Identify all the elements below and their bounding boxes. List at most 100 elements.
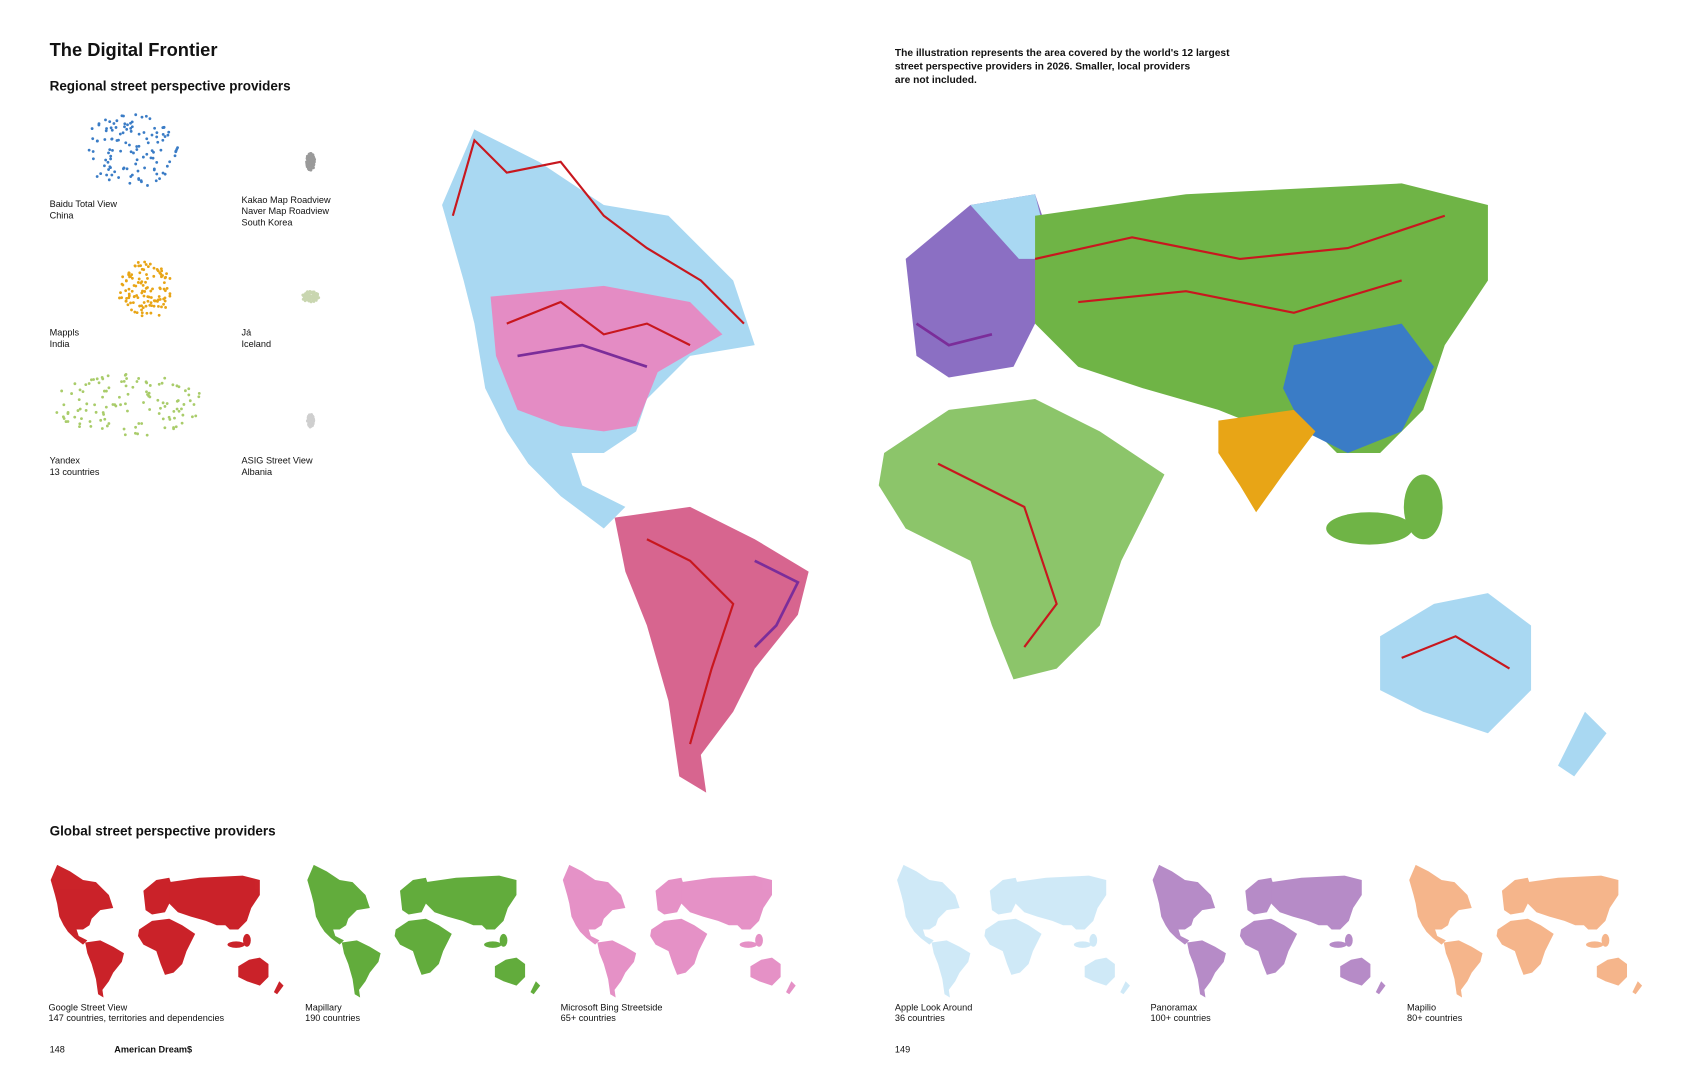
- coverage-dot: [155, 131, 159, 135]
- coverage-dot: [100, 376, 104, 379]
- coverage-dot: [146, 393, 149, 396]
- coverage-dot: [145, 137, 149, 141]
- coverage-dot: [154, 179, 158, 183]
- coverage-dot: [73, 415, 77, 419]
- coverage-dot: [139, 281, 143, 285]
- coverage-dot: [314, 297, 318, 300]
- regional-map: [118, 260, 172, 318]
- provider-coverage: 13 countries: [50, 467, 100, 477]
- coverage-dot: [130, 273, 134, 277]
- coverage-dot: [129, 175, 133, 178]
- coverage-dot: [163, 299, 167, 303]
- coverage-dot: [161, 132, 165, 136]
- coverage-dot: [132, 284, 136, 287]
- coverage-dot: [103, 164, 106, 168]
- coverage-dot: [129, 301, 132, 305]
- coverage-dot: [145, 433, 149, 437]
- coverage-dot: [136, 261, 140, 264]
- provider-name: Apple Look Around: [895, 1002, 972, 1012]
- coverage-dot: [140, 308, 143, 312]
- coverage-dot: [123, 125, 126, 129]
- coverage-dot: [128, 275, 131, 279]
- coverage-dot: [159, 267, 163, 271]
- coverage-dot: [167, 415, 171, 419]
- coverage-dot: [120, 296, 124, 300]
- coverage-dot: [305, 165, 309, 168]
- coverage-dot: [129, 129, 133, 133]
- coverage-dot: [309, 424, 312, 428]
- mini-map: [562, 864, 796, 998]
- provider-name: Já: [242, 327, 253, 337]
- coverage-dot: [146, 265, 150, 269]
- coverage-dot: [117, 138, 120, 142]
- coverage-dot: [168, 294, 172, 298]
- coverage-dot: [142, 131, 146, 134]
- coverage-dot: [187, 393, 191, 397]
- coverage-dot: [160, 269, 164, 273]
- coverage-dot: [136, 432, 139, 436]
- coverage-dot: [113, 170, 117, 174]
- coverage-dot: [145, 390, 148, 394]
- coverage-dot: [174, 150, 178, 154]
- coverage-dot: [91, 137, 95, 141]
- coverage-dot: [133, 310, 137, 314]
- coverage-dot: [148, 395, 152, 399]
- coverage-dot: [122, 427, 126, 431]
- coverage-dot: [107, 151, 110, 155]
- note: The illustration represents the area cov…: [895, 48, 1230, 86]
- coverage-dot: [146, 277, 149, 280]
- coverage-dot: [105, 127, 108, 130]
- coverage-dot: [163, 405, 167, 408]
- coverage-dot: [84, 409, 88, 412]
- coverage-dot: [158, 271, 162, 275]
- coverage-dot: [155, 268, 159, 271]
- coverage-dot: [94, 410, 98, 414]
- coverage-dot: [162, 302, 165, 306]
- provider-name: Kakao Map Roadview: [242, 195, 331, 205]
- coverage-dot: [145, 311, 149, 315]
- coverage-dot: [125, 297, 129, 300]
- subtitle: Regional street perspective providers: [50, 79, 291, 94]
- world-map: [442, 129, 1607, 793]
- coverage-dot: [87, 382, 91, 385]
- provider-coverage: 36 countries: [895, 1013, 945, 1023]
- coverage-dot: [180, 407, 183, 411]
- coverage-dot: [140, 311, 144, 315]
- coverage-dot: [123, 122, 127, 126]
- coverage-dot: [162, 281, 166, 285]
- coverage-dot: [121, 131, 125, 135]
- coverage-dot: [115, 119, 119, 123]
- regional-map: [55, 373, 201, 437]
- coverage-dot: [134, 113, 138, 117]
- coverage-dot: [176, 399, 180, 402]
- coverage-dot: [137, 144, 141, 148]
- provider-name: Mapilio: [1407, 1002, 1436, 1012]
- note-line: The illustration represents the area cov…: [895, 48, 1230, 59]
- coverage-dot: [127, 272, 131, 276]
- coverage-dot: [125, 127, 129, 131]
- coverage-dot: [126, 409, 129, 413]
- coverage-dot: [90, 378, 93, 382]
- note-line: are not included.: [895, 75, 977, 86]
- coverage-dot: [144, 304, 148, 308]
- regional-map: [301, 290, 321, 304]
- coverage-dot: [176, 146, 179, 150]
- coverage-dot: [174, 425, 178, 429]
- coverage-dot: [155, 172, 159, 176]
- coverage-dot: [137, 422, 141, 425]
- coverage-dot: [135, 294, 139, 297]
- coverage-dot: [172, 427, 175, 431]
- provider-name: ASIG Street View: [242, 456, 313, 466]
- provider-name: Naver Map Roadview: [242, 206, 330, 216]
- coverage-dot: [134, 162, 138, 166]
- coverage-dot: [135, 148, 139, 151]
- coverage-dot: [127, 292, 131, 296]
- provider-name: Panoramax: [1150, 1002, 1197, 1012]
- coverage-dot: [125, 377, 129, 380]
- coverage-dot: [167, 130, 171, 134]
- coverage-dot: [306, 154, 310, 158]
- coverage-dot: [106, 160, 110, 164]
- coverage-dot: [91, 157, 95, 161]
- coverage-dot: [124, 402, 127, 406]
